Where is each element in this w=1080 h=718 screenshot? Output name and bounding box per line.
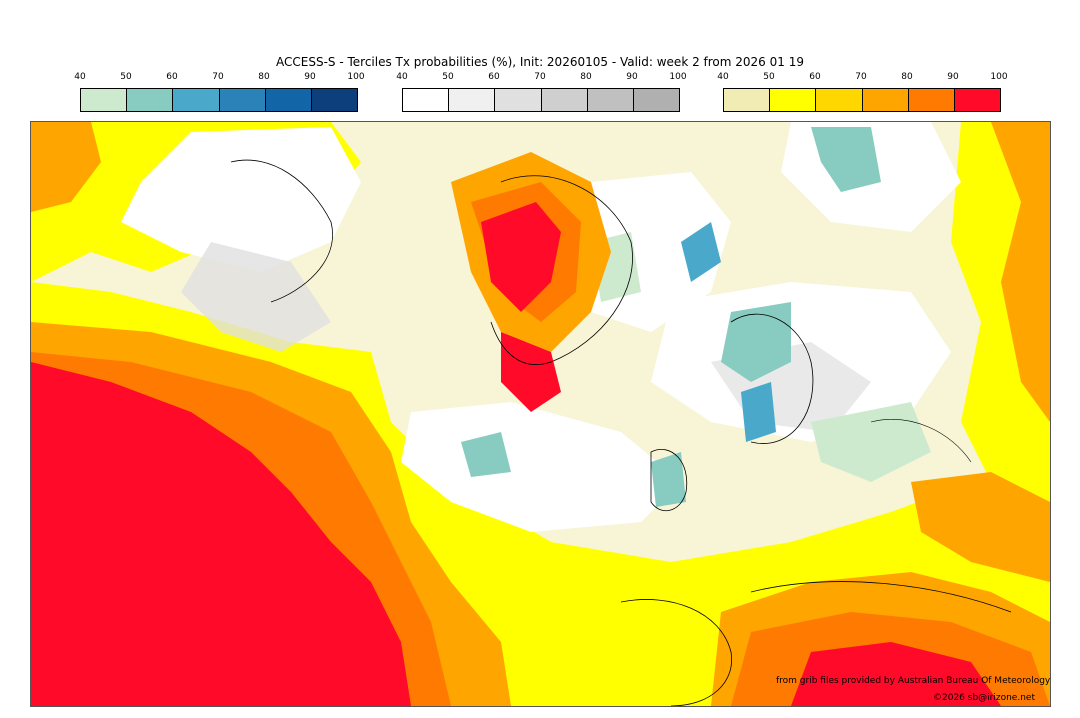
legend-color-swatch [265, 89, 312, 111]
legend-color-swatch [724, 89, 771, 111]
legend-ticks: 40 50 60 70 80 90 100 [396, 72, 686, 86]
legend-tick-label: 50 [120, 72, 132, 82]
legend-color-swatch [403, 89, 450, 111]
legend-tick-label: 80 [258, 72, 270, 82]
legend-colorbar [80, 88, 358, 112]
legend-color-swatch [587, 89, 634, 111]
legend-near-normal: 40 50 60 70 80 90 100 [396, 72, 687, 112]
data-source-credit: from grib files provided by Australian B… [776, 676, 1051, 686]
legend-colorbar [723, 88, 1001, 112]
legend-tick-label: 70 [855, 72, 867, 82]
legend-tick-label: 60 [488, 72, 500, 82]
legend-tick-label: 70 [212, 72, 224, 82]
legend-tick-label: 80 [580, 72, 592, 82]
legend-ticks: 40 50 60 70 80 90 100 [74, 72, 364, 86]
legend-color-swatch [127, 89, 174, 111]
legend-tick-label: 100 [669, 72, 687, 82]
legend-tick-label: 90 [947, 72, 959, 82]
legend-below-normal: 40 50 60 70 80 90 100 [74, 72, 365, 112]
legend-above-normal: 40 50 60 70 80 90 100 [717, 72, 1008, 112]
legend-tick-label: 60 [809, 72, 821, 82]
legend-color-swatch [908, 89, 955, 111]
legend-color-swatch [81, 89, 128, 111]
legend-tick-label: 50 [763, 72, 775, 82]
legend-tick-label: 80 [901, 72, 913, 82]
legend-tick-label: 90 [626, 72, 638, 82]
legend-ticks: 40 50 60 70 80 90 100 [717, 72, 1007, 86]
legend-tick-label: 90 [304, 72, 316, 82]
legend-color-swatch [495, 89, 542, 111]
legend-color-swatch [954, 89, 1001, 111]
legend-tick-label: 100 [347, 72, 365, 82]
legend-color-swatch [541, 89, 588, 111]
legend-color-swatch [816, 89, 863, 111]
legend-color-swatch [862, 89, 909, 111]
legend-colorbar [402, 88, 680, 112]
legend-color-swatch [633, 89, 680, 111]
legend-color-swatch [770, 89, 817, 111]
legend-tick-label: 40 [74, 72, 86, 82]
map-canvas [31, 122, 1050, 706]
legend-tick-label: 70 [534, 72, 546, 82]
legend-tick-label: 40 [396, 72, 408, 82]
chart-title: ACCESS-S - Terciles Tx probabilities (%)… [276, 55, 804, 69]
legend-color-swatch [219, 89, 266, 111]
legend-tick-label: 50 [442, 72, 454, 82]
probability-map [30, 121, 1051, 707]
legend-tick-label: 60 [166, 72, 178, 82]
legend-tick-label: 40 [717, 72, 729, 82]
legend-color-swatch [449, 89, 496, 111]
legend-color-swatch [311, 89, 358, 111]
legend-color-swatch [173, 89, 220, 111]
copyright-credit: ©2026 sb@irizone.net [933, 693, 1035, 703]
legend-tick-label: 100 [990, 72, 1008, 82]
